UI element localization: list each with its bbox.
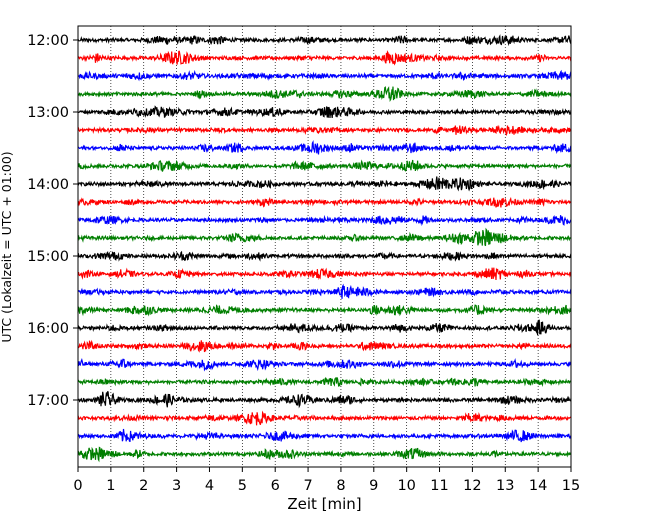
- x-tick-label: 7: [303, 478, 312, 494]
- x-tick-label: 4: [205, 478, 214, 494]
- trace-line: [77, 391, 572, 409]
- trace-line: [77, 446, 572, 463]
- x-tick-label: 5: [238, 478, 247, 494]
- traces: [77, 34, 572, 463]
- trace-line: [77, 283, 572, 299]
- x-tick-label: 1: [106, 478, 115, 494]
- x-tick-label: 10: [397, 478, 415, 494]
- trace-line: [77, 319, 572, 336]
- trace-line: [77, 339, 572, 353]
- y-axis-ticks: 12:00 13:00 14:00 15:00 16:00 17:00: [27, 33, 78, 409]
- trace-line: [77, 105, 572, 119]
- x-tick-label: 9: [369, 478, 378, 494]
- x-tick-label: 15: [562, 478, 580, 494]
- y-tick-label: 16:00: [27, 321, 69, 337]
- x-tick-label: 8: [336, 478, 345, 494]
- trace-line: [77, 358, 572, 372]
- x-tick-label: 13: [496, 478, 514, 494]
- x-tick-label: 0: [73, 478, 82, 494]
- trace-line: [77, 250, 572, 262]
- y-tick-label: 14:00: [27, 177, 69, 193]
- trace-line: [77, 140, 572, 155]
- y-tick-label: 17:00: [27, 393, 69, 409]
- trace-line: [77, 50, 572, 66]
- trace-line: [77, 214, 572, 227]
- trace-line: [77, 196, 572, 208]
- x-axis-ticks: 0 1 2 3 4 5 6 7 8 9 10 11 12 13 14 15: [73, 467, 580, 494]
- trace-line: [77, 410, 572, 426]
- x-tick-label: 14: [529, 478, 547, 494]
- trace-line: [77, 176, 572, 192]
- trace-line: [77, 34, 572, 47]
- x-tick-label: 11: [430, 478, 448, 494]
- x-tick-label: 2: [139, 478, 148, 494]
- trace-line: [77, 267, 572, 281]
- x-tick-label: 6: [271, 478, 280, 494]
- trace-line: [77, 304, 572, 317]
- y-tick-label: 13:00: [27, 105, 69, 121]
- y-tick-label: 12:00: [27, 33, 69, 49]
- trace-line: [77, 227, 572, 247]
- y-tick-label: 15:00: [27, 249, 69, 265]
- trace-line: [77, 376, 572, 387]
- y-axis-label: UTC (Lokalzeit = UTC + 01:00): [0, 151, 14, 342]
- trace-line: [77, 86, 572, 103]
- x-tick-label: 3: [172, 478, 181, 494]
- plot-frame: [77, 25, 572, 468]
- trace-line: [77, 159, 572, 172]
- x-tick-label: 12: [463, 478, 481, 494]
- trace-line: [77, 124, 572, 137]
- trace-line: [77, 428, 572, 443]
- trace-line: [77, 69, 572, 82]
- x-axis-label: Zeit [min]: [287, 495, 361, 513]
